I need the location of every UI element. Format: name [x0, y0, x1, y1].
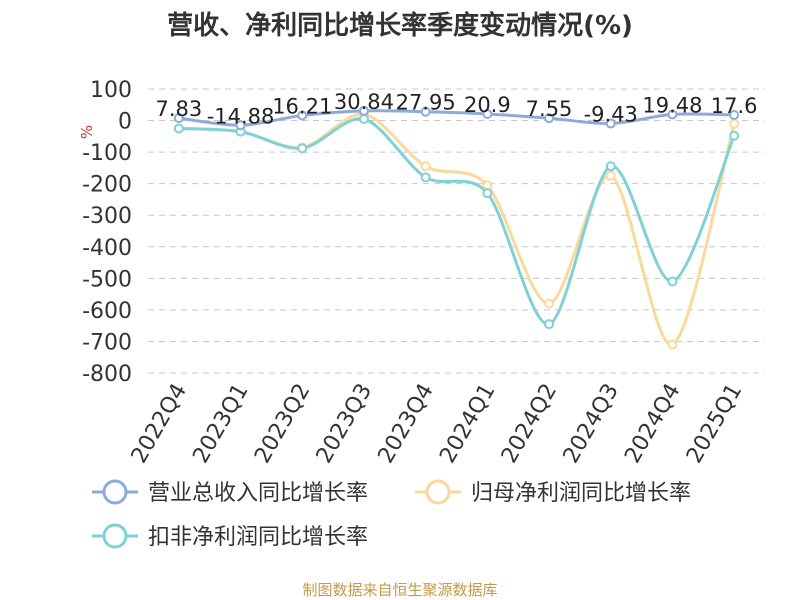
data-point: [173, 123, 184, 134]
data-point: [544, 113, 555, 124]
data-point: [544, 319, 555, 330]
data-point: [173, 113, 184, 124]
y-tick-label: -800: [82, 362, 132, 387]
x-tick-label: 2022Q4: [127, 380, 192, 468]
x-tick-label: 2025Q1: [682, 380, 747, 468]
y-axis-unit: %: [78, 125, 96, 139]
y-tick-label: -600: [82, 299, 132, 324]
x-tick-label: 2024Q1: [435, 379, 500, 467]
data-point: [482, 188, 493, 199]
data-label: -14.88: [207, 104, 275, 128]
legend-label: 营业总收入同比增长率: [148, 481, 368, 506]
y-tick-label: 100: [90, 78, 132, 103]
series-points: [173, 105, 740, 350]
data-point: [358, 113, 369, 124]
data-point: [420, 106, 431, 117]
data-point: [297, 143, 308, 154]
data-point: [605, 118, 616, 129]
data-point: [482, 180, 493, 191]
data-label: 17.6: [711, 94, 758, 118]
x-axis: 2022Q42023Q12023Q22023Q32023Q42024Q12024…: [127, 379, 748, 467]
data-point: [667, 276, 678, 287]
data-point: [235, 120, 246, 131]
source-note: 制图数据来自恒生聚源数据库: [302, 581, 497, 599]
data-point: [729, 130, 740, 141]
data-label: 7.83: [155, 97, 202, 121]
data-label: -9.43: [584, 103, 638, 127]
data-point: [420, 172, 431, 183]
data-point: [482, 108, 493, 119]
chart-title: 营收、净利同比增长率季度变动情况(%): [167, 10, 633, 41]
x-tick-label: 2023Q2: [250, 380, 315, 468]
data-point: [667, 109, 678, 120]
x-tick-label: 2024Q3: [559, 380, 624, 468]
legend-marker: [102, 479, 128, 505]
y-tick-label: -500: [82, 267, 132, 292]
data-point: [358, 105, 369, 116]
data-label: 16.21: [272, 94, 332, 118]
data-point: [605, 161, 616, 172]
data-point: [544, 298, 555, 309]
data-label: 7.55: [526, 97, 573, 121]
data-point: [729, 110, 740, 121]
y-tick-label: -700: [82, 330, 132, 355]
data-point: [297, 110, 308, 121]
legend-label: 归母净利润同比增长率: [471, 481, 691, 506]
data-point: [605, 170, 616, 181]
y-tick-label: -100: [82, 141, 132, 166]
series-line-0: [178, 109, 735, 127]
grid: [148, 88, 765, 374]
y-axis: 100 0 -100 -200 -300 -400 -500 -600 -700 -800: [82, 78, 132, 387]
x-tick-label: 2023Q4: [374, 380, 439, 468]
data-label: 19.48: [642, 93, 702, 117]
x-tick-label: 2023Q3: [312, 380, 377, 468]
legend-marker: [425, 479, 451, 505]
data-label: 20.9: [464, 93, 511, 117]
data-point: [729, 118, 740, 129]
y-tick-label: -300: [82, 204, 132, 229]
y-tick-label: -400: [82, 236, 132, 261]
legend-label: 扣非净利润同比增长率: [148, 525, 368, 550]
data-point: [420, 161, 431, 172]
x-tick-label: 2024Q2: [497, 380, 562, 468]
data-label: 27.95: [396, 91, 456, 115]
series-line-2: [178, 117, 736, 326]
data-point: [667, 339, 678, 350]
x-tick-label: 2023Q1: [188, 380, 253, 468]
y-tick-label: 0: [118, 110, 132, 135]
y-tick-label: -200: [82, 173, 132, 198]
data-label: 30.84: [334, 90, 394, 114]
x-tick-label: 2024Q4: [620, 380, 685, 468]
legend-marker: [102, 523, 128, 549]
